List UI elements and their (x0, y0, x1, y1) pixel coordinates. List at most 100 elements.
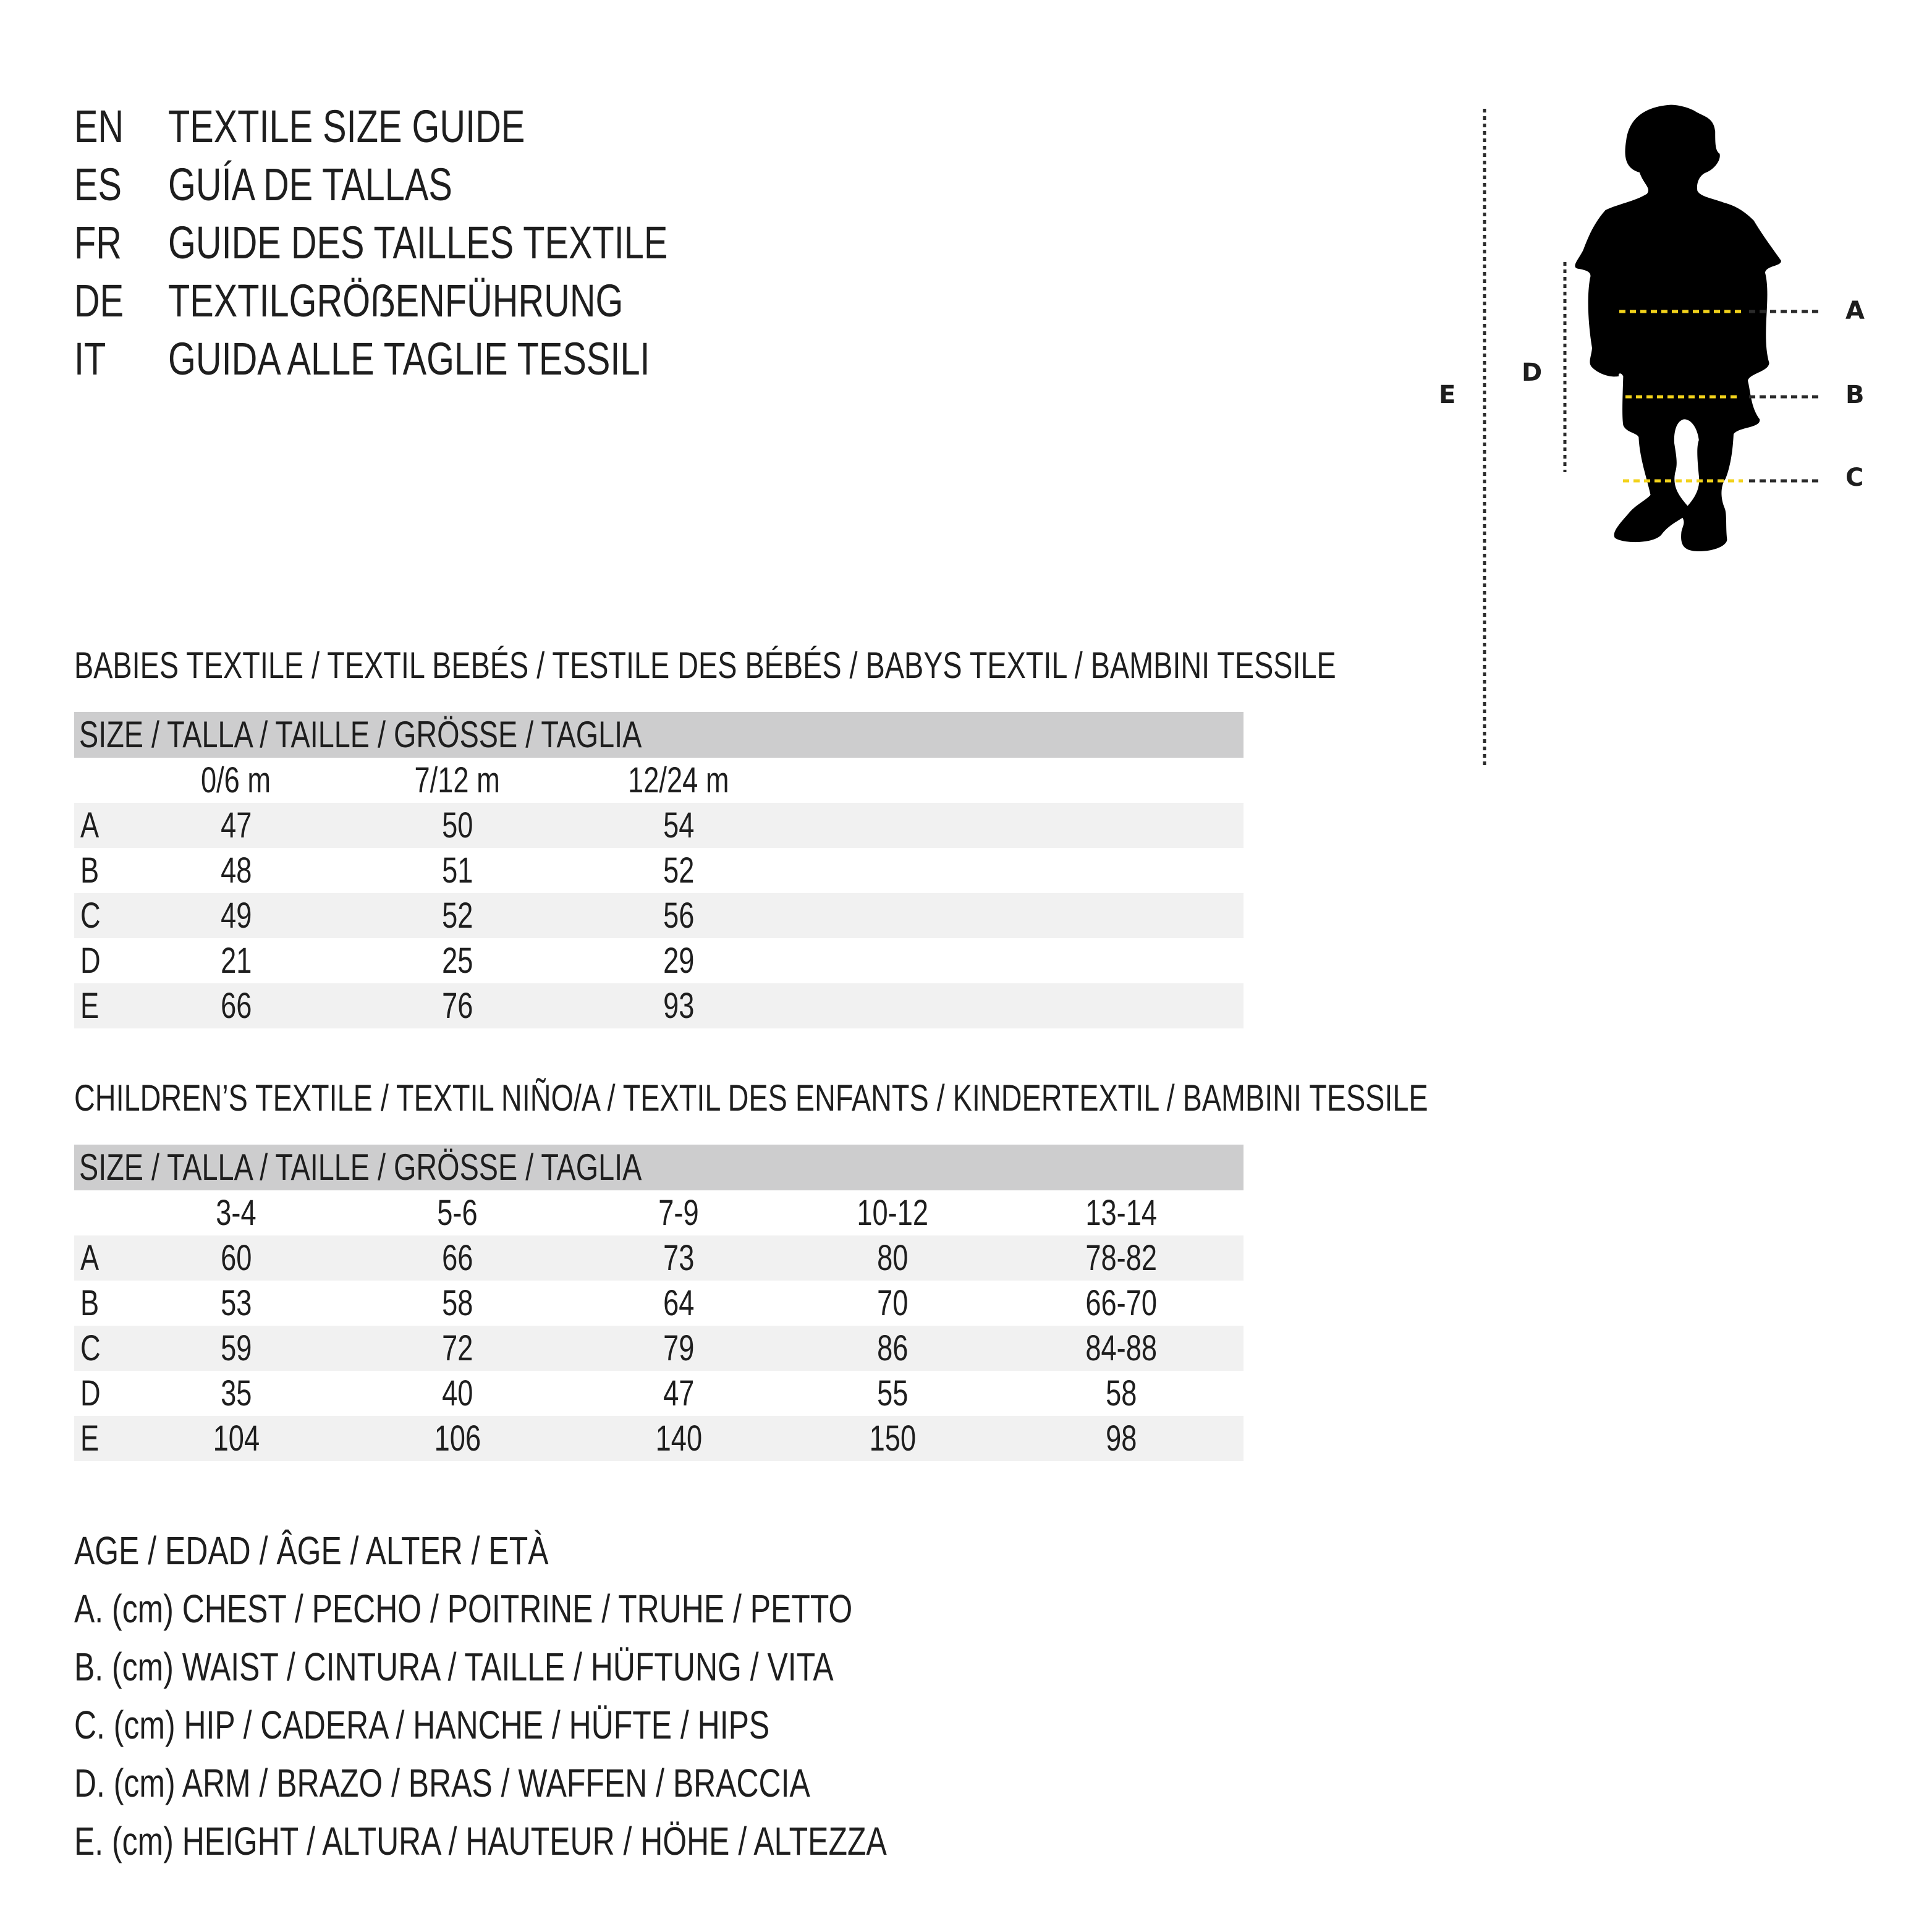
table-cell: 51 (365, 848, 550, 893)
cell-value: 66-70 (1085, 1283, 1157, 1323)
column-header: 12/24 m (586, 758, 771, 803)
cell-value: 54 (663, 805, 695, 845)
table-cell: 140 (586, 1416, 771, 1461)
column-header: 3-4 (143, 1190, 329, 1235)
table-cell: 76 (365, 983, 550, 1028)
table-cell: 72 (365, 1326, 550, 1371)
row-label: E (80, 986, 100, 1026)
babies-heading: BABIES TEXTILE / TEXTIL BEBÉS / TESTILE … (74, 643, 1681, 688)
cell-value: 76 (441, 986, 473, 1026)
cell-value: 64 (663, 1283, 695, 1323)
title-text: GUIDE DES TAILLES TEXTILE (168, 217, 668, 268)
table-cell: 60 (143, 1235, 329, 1281)
babies-size-table: SIZE / TALLA / TAILLE / GRÖSSE / TAGLIA 0… (74, 712, 1244, 1028)
table-cell: 52 (586, 848, 771, 893)
cell-value: 78-82 (1085, 1238, 1157, 1278)
cell-value: 35 (220, 1373, 252, 1413)
size-header-band: SIZE / TALLA / TAILLE / GRÖSSE / TAGLIA (74, 712, 1244, 758)
table-cell: 66-70 (1028, 1281, 1214, 1326)
table-row: E 104 106 140 150 98 (74, 1416, 1244, 1461)
table-cell: 66 (365, 1235, 550, 1281)
column-header-text: 5-6 (437, 1193, 478, 1233)
table-cell: 49 (143, 893, 329, 938)
language-code: IT (74, 333, 106, 384)
language-code: DE (74, 275, 124, 326)
table-cell: 73 (586, 1235, 771, 1281)
child-silhouette-icon (1575, 104, 1781, 552)
column-header-text: 3-4 (216, 1193, 256, 1233)
size-header-text: SIZE / TALLA / TAILLE / GRÖSSE / TAGLIA (79, 1146, 642, 1188)
cell-value: 66 (220, 986, 252, 1026)
table-row: B 48 51 52 (74, 848, 1244, 893)
column-header: 7/12 m (365, 758, 550, 803)
cell-value: 150 (869, 1418, 916, 1459)
column-header: 7-9 (586, 1190, 771, 1235)
column-header-row: 0/6 m 7/12 m 12/24 m (74, 758, 1244, 803)
table-cell: 47 (143, 803, 329, 848)
table-cell: 56 (586, 893, 771, 938)
cell-value: 60 (220, 1238, 252, 1278)
table-cell: 35 (143, 1371, 329, 1416)
table-row: C 59 72 79 86 84-88 (74, 1326, 1244, 1371)
cell-value: 93 (663, 986, 695, 1026)
label-b: B (1845, 381, 1865, 409)
language-code: EN (74, 101, 124, 152)
cell-value: 52 (663, 850, 695, 891)
table-cell: 58 (1028, 1371, 1214, 1416)
cell-value: 55 (876, 1373, 909, 1413)
title-line: FR GUIDE DES TAILLES TEXTILE (74, 214, 816, 272)
cell-value: 25 (441, 941, 473, 981)
title-line: EN TEXTILE SIZE GUIDE (74, 98, 816, 156)
label-a: A (1845, 297, 1865, 325)
table-row: B 53 58 64 70 66-70 (74, 1281, 1244, 1326)
table-cell: 84-88 (1028, 1326, 1214, 1371)
column-header: 13-14 (1028, 1190, 1214, 1235)
table-cell: 66 (143, 983, 329, 1028)
table-row: A 60 66 73 80 78-82 (74, 1235, 1244, 1281)
row-label: C (80, 1328, 101, 1368)
label-e: E (1439, 381, 1456, 409)
row-label: E (80, 1418, 100, 1459)
column-header: 0/6 m (143, 758, 329, 803)
cell-value: 52 (441, 896, 473, 936)
table-row: E 66 76 93 (74, 983, 1244, 1028)
title-text: GUÍA DE TALLAS (168, 159, 452, 210)
legend-line: C. (cm) HIP / CADERA / HANCHE / HÜFTE / … (74, 1696, 1310, 1754)
legend-line: D. (cm) ARM / BRAZO / BRAS / WAFFEN / BR… (74, 1754, 1310, 1812)
table-cell: 53 (143, 1281, 329, 1326)
label-c: C (1845, 464, 1864, 492)
table-cell: 64 (586, 1281, 771, 1326)
table-cell: 79 (586, 1326, 771, 1371)
legend-text: C. (cm) HIP / CADERA / HANCHE / HÜFTE / … (74, 1703, 770, 1747)
table-row: C 49 52 56 (74, 893, 1244, 938)
legend-line: B. (cm) WAIST / CINTURA / TAILLE / HÜFTU… (74, 1638, 1310, 1696)
table-cell: 78-82 (1028, 1235, 1214, 1281)
size-header-text: SIZE / TALLA / TAILLE / GRÖSSE / TAGLIA (79, 714, 642, 755)
title-line: ES GUÍA DE TALLAS (74, 156, 816, 214)
cell-value: 40 (441, 1373, 473, 1413)
title-line: DE TEXTILGRÖẞENFÜHRUNG (74, 272, 816, 330)
column-header-text: 10-12 (857, 1193, 928, 1233)
cell-value: 84-88 (1085, 1328, 1157, 1368)
cell-value: 21 (220, 941, 252, 981)
table-cell: 150 (800, 1416, 985, 1461)
cell-value: 47 (663, 1373, 695, 1413)
row-label: D (80, 1373, 101, 1413)
cell-value: 98 (1105, 1418, 1137, 1459)
cell-value: 73 (663, 1238, 695, 1278)
babies-heading-text: BABIES TEXTILE / TEXTIL BEBÉS / TESTILE … (74, 645, 1336, 686)
row-label: A (80, 805, 100, 845)
legend-text: B. (cm) WAIST / CINTURA / TAILLE / HÜFTU… (74, 1645, 834, 1689)
column-header-text: 0/6 m (201, 760, 271, 800)
cell-value: 58 (1105, 1373, 1137, 1413)
cell-value: 58 (441, 1283, 473, 1323)
children-heading: CHILDREN’S TEXTILE / TEXTIL NIÑO/A / TEX… (74, 1075, 1681, 1121)
legend-line: A. (cm) CHEST / PECHO / POITRINE / TRUHE… (74, 1580, 1310, 1638)
table-cell: 106 (365, 1416, 550, 1461)
table-cell: 70 (800, 1281, 985, 1326)
table-cell: 48 (143, 848, 329, 893)
column-header-text: 7/12 m (414, 760, 501, 800)
table-cell: 58 (365, 1281, 550, 1326)
cell-value: 80 (876, 1238, 909, 1278)
